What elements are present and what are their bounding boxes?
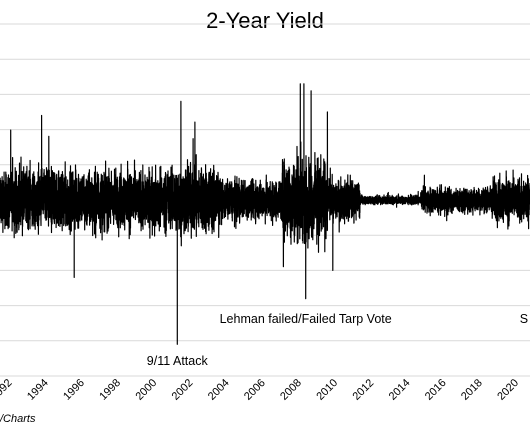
x-tick-label: 2014 [387,377,413,403]
yield-change-line [0,83,530,345]
gridlines [0,23,530,377]
x-tick-label: 2002 [170,377,196,403]
x-tick-label: 1996 [61,377,87,403]
x-tick-label: 1994 [25,377,51,403]
x-tick-label: 2010 [314,377,340,403]
x-tick-label: 2008 [278,377,304,403]
annotation-label: Lehman failed/Failed Tarp Vote [219,311,392,326]
annotation-label: 9/11 Attack [146,353,208,368]
source-note: /Charts [0,413,36,425]
annotation-label: S [519,311,529,326]
x-tick-label: 2000 [133,377,159,403]
x-tick-label: 2004 [206,377,232,403]
x-tick-label: 2006 [242,377,268,403]
x-tick-label: 2018 [459,377,485,403]
x-tick-label: 2012 [351,377,377,403]
series-line [0,83,530,345]
x-tick-label: 1998 [97,377,123,403]
chart-title: 2-Year Yield [206,8,324,33]
x-tick-label: 2016 [423,377,449,403]
x-axis-ticks: 1992 1994 1996 1998 2000 2002 2004 2006 2008 2010… [0,377,521,403]
x-tick-label: 2020 [495,377,521,403]
x-tick-label: 1992 [0,377,15,403]
